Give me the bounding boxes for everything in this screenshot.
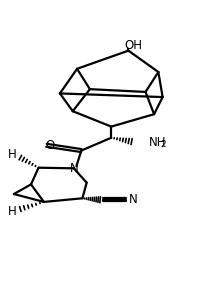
Text: H: H: [7, 205, 16, 218]
Text: N: N: [129, 193, 138, 206]
Text: NH: NH: [149, 136, 166, 149]
Text: O: O: [46, 139, 55, 152]
Text: 2: 2: [160, 140, 166, 149]
Text: N: N: [70, 162, 78, 175]
Text: OH: OH: [125, 39, 143, 52]
Text: H: H: [7, 148, 16, 161]
